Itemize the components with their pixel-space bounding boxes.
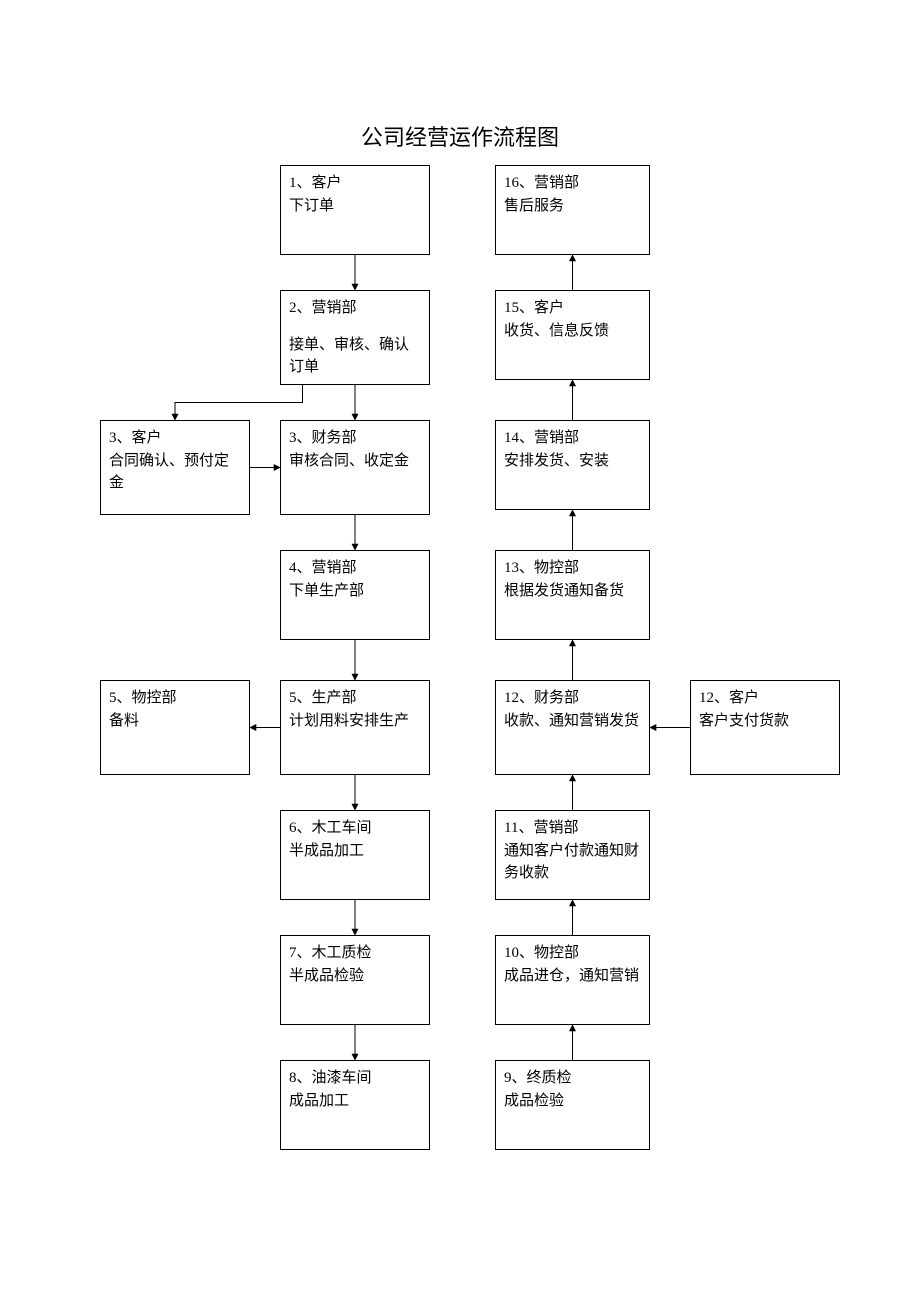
flow-node-n4: 4、营销部下单生产部 — [280, 550, 430, 640]
node-dept: 物控部 — [534, 945, 579, 961]
flow-node-n1: 1、客户下订单 — [280, 165, 430, 255]
node-dept: 营销部 — [312, 300, 357, 316]
node-number: 11、 — [504, 820, 533, 836]
node-number: 4、 — [289, 560, 312, 576]
node-label: 成品加工 — [289, 1090, 421, 1113]
node-dept: 营销部 — [312, 560, 357, 576]
node-number: 16、 — [504, 175, 534, 191]
node-dept: 生产部 — [312, 690, 357, 706]
flow-node-n3a: 3、客户合同确认、预付定金 — [100, 420, 250, 515]
node-header: 12、财务部 — [504, 687, 641, 710]
flow-node-n12b: 12、客户客户支付货款 — [690, 680, 840, 775]
node-number: 13、 — [504, 560, 534, 576]
node-header: 2、营销部 — [289, 297, 421, 320]
node-dept: 物控部 — [132, 690, 177, 706]
flow-node-n8: 8、油漆车间成品加工 — [280, 1060, 430, 1150]
node-label: 客户支付货款 — [699, 710, 831, 733]
node-label: 接单、审核、确认订单 — [289, 334, 421, 379]
node-header: 10、物控部 — [504, 942, 641, 965]
flow-node-n7: 7、木工质检半成品检验 — [280, 935, 430, 1025]
node-dept: 财务部 — [534, 690, 579, 706]
node-number: 10、 — [504, 945, 534, 961]
node-dept: 客户 — [132, 430, 162, 446]
node-dept: 营销部 — [534, 430, 579, 446]
node-dept: 物控部 — [534, 560, 579, 576]
node-header: 5、生产部 — [289, 687, 421, 710]
node-dept: 财务部 — [312, 430, 357, 446]
node-header: 3、财务部 — [289, 427, 421, 450]
node-dept: 客户 — [534, 300, 564, 316]
node-header: 9、终质检 — [504, 1067, 641, 1090]
node-dept: 油漆车间 — [312, 1070, 372, 1086]
node-number: 2、 — [289, 300, 312, 316]
flow-node-n13: 13、物控部根据发货通知备货 — [495, 550, 650, 640]
node-header: 13、物控部 — [504, 557, 641, 580]
node-header: 15、客户 — [504, 297, 641, 320]
chart-title: 公司经营运作流程图 — [0, 120, 920, 152]
node-number: 3、 — [289, 430, 312, 446]
node-label: 下单生产部 — [289, 580, 421, 603]
node-number: 5、 — [109, 690, 132, 706]
node-number: 9、 — [504, 1070, 527, 1086]
flow-node-n14: 14、营销部安排发货、安装 — [495, 420, 650, 510]
node-label: 计划用料安排生产 — [289, 710, 421, 733]
node-header: 6、木工车间 — [289, 817, 421, 840]
node-header: 11、营销部 — [504, 817, 641, 840]
node-dept: 木工质检 — [312, 945, 372, 961]
node-header: 14、营销部 — [504, 427, 641, 450]
node-number: 1、 — [289, 175, 312, 191]
flow-node-n5a: 5、物控部备料 — [100, 680, 250, 775]
flow-node-n10: 10、物控部成品进仓，通知营销 — [495, 935, 650, 1025]
node-number: 14、 — [504, 430, 534, 446]
node-number: 3、 — [109, 430, 132, 446]
flow-node-n2: 2、营销部接单、审核、确认订单 — [280, 290, 430, 385]
edges-layer — [0, 0, 920, 1302]
node-label: 备料 — [109, 710, 241, 733]
node-label: 安排发货、安装 — [504, 450, 641, 473]
node-dept: 客户 — [729, 690, 759, 706]
node-label: 半成品检验 — [289, 965, 421, 988]
node-label: 收款、通知营销发货 — [504, 710, 641, 733]
node-label: 下订单 — [289, 195, 421, 218]
flow-node-n5b: 5、生产部计划用料安排生产 — [280, 680, 430, 775]
flow-node-n11: 11、营销部通知客户付款通知财务收款 — [495, 810, 650, 900]
node-header: 12、客户 — [699, 687, 831, 710]
node-dept: 客户 — [312, 175, 342, 191]
node-number: 7、 — [289, 945, 312, 961]
node-dept: 终质检 — [527, 1070, 572, 1086]
flowchart-canvas: 公司经营运作流程图 1、客户下订单2、营销部接单、审核、确认订单3、客户合同确认… — [0, 0, 920, 1302]
node-label: 根据发货通知备货 — [504, 580, 641, 603]
node-number: 12、 — [699, 690, 729, 706]
flow-node-n9: 9、终质检成品检验 — [495, 1060, 650, 1150]
flow-node-n16: 16、营销部售后服务 — [495, 165, 650, 255]
node-number: 8、 — [289, 1070, 312, 1086]
node-number: 12、 — [504, 690, 534, 706]
flow-node-n3b: 3、财务部审核合同、收定金 — [280, 420, 430, 515]
node-label: 售后服务 — [504, 195, 641, 218]
node-label: 收货、信息反馈 — [504, 320, 641, 343]
node-dept: 木工车间 — [312, 820, 372, 836]
node-number: 5、 — [289, 690, 312, 706]
flow-node-n15: 15、客户收货、信息反馈 — [495, 290, 650, 380]
node-label: 通知客户付款通知财务收款 — [504, 840, 641, 885]
node-label: 审核合同、收定金 — [289, 450, 421, 473]
node-header: 5、物控部 — [109, 687, 241, 710]
flow-node-n6: 6、木工车间半成品加工 — [280, 810, 430, 900]
node-header: 4、营销部 — [289, 557, 421, 580]
flow-node-n12a: 12、财务部收款、通知营销发货 — [495, 680, 650, 775]
node-number: 6、 — [289, 820, 312, 836]
node-label: 半成品加工 — [289, 840, 421, 863]
node-label: 成品进仓，通知营销 — [504, 965, 641, 988]
node-header: 8、油漆车间 — [289, 1067, 421, 1090]
node-dept: 营销部 — [534, 175, 579, 191]
node-label: 合同确认、预付定金 — [109, 450, 241, 495]
node-header: 1、客户 — [289, 172, 421, 195]
node-dept: 营销部 — [533, 820, 578, 836]
node-label: 成品检验 — [504, 1090, 641, 1113]
node-header: 3、客户 — [109, 427, 241, 450]
node-number: 15、 — [504, 300, 534, 316]
node-header: 16、营销部 — [504, 172, 641, 195]
node-header: 7、木工质检 — [289, 942, 421, 965]
